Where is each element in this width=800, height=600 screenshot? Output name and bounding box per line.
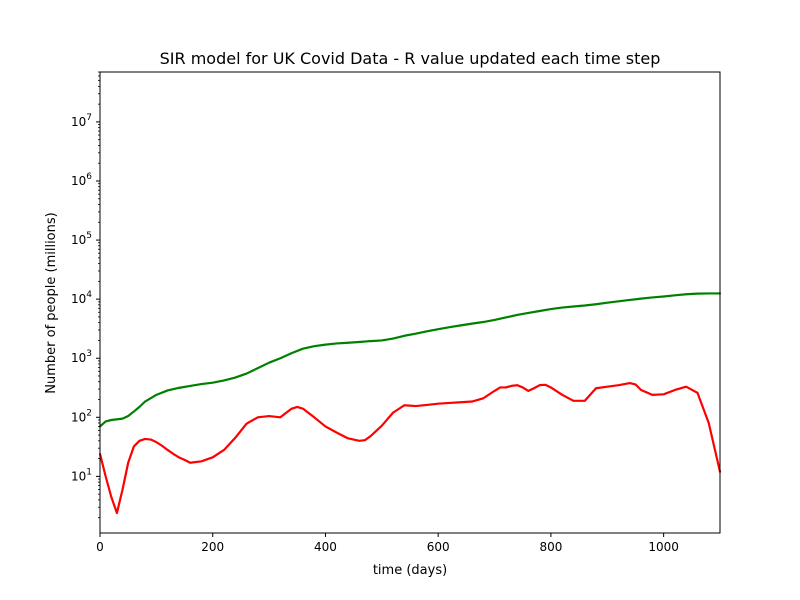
y-tick-label-1: 102 bbox=[71, 408, 92, 424]
y-tick-label-2: 103 bbox=[71, 349, 92, 365]
plot-area bbox=[98, 71, 722, 534]
x-tick-label-1: 200 bbox=[201, 540, 224, 554]
y-tick-label-5: 106 bbox=[71, 172, 92, 188]
x-axis-label: time (days) bbox=[373, 563, 447, 578]
chart-title: SIR model for UK Covid Data - R value up… bbox=[160, 49, 661, 68]
y-tick-label-6: 107 bbox=[71, 113, 92, 129]
series-layer bbox=[98, 292, 722, 515]
series-line-0 bbox=[98, 292, 722, 428]
y-axis-label: Number of people (millions) bbox=[44, 212, 59, 393]
x-tick-label-4: 800 bbox=[539, 540, 562, 554]
y-axis: 101 102 103 104 105 106 107 bbox=[71, 71, 100, 519]
y-tick-label-0: 101 bbox=[71, 467, 92, 483]
y-tick-label-3: 104 bbox=[71, 290, 92, 306]
y-tick-label-4: 105 bbox=[71, 231, 92, 247]
series-line-1 bbox=[98, 381, 722, 515]
x-tick-label-5: 1000 bbox=[648, 540, 679, 554]
x-tick-label-2: 400 bbox=[314, 540, 337, 554]
x-tick-label-0: 0 bbox=[96, 540, 104, 554]
axes-frame bbox=[99, 71, 721, 534]
x-axis: 0 200 400 600 800 1000 bbox=[96, 533, 679, 554]
x-tick-label-3: 600 bbox=[427, 540, 450, 554]
